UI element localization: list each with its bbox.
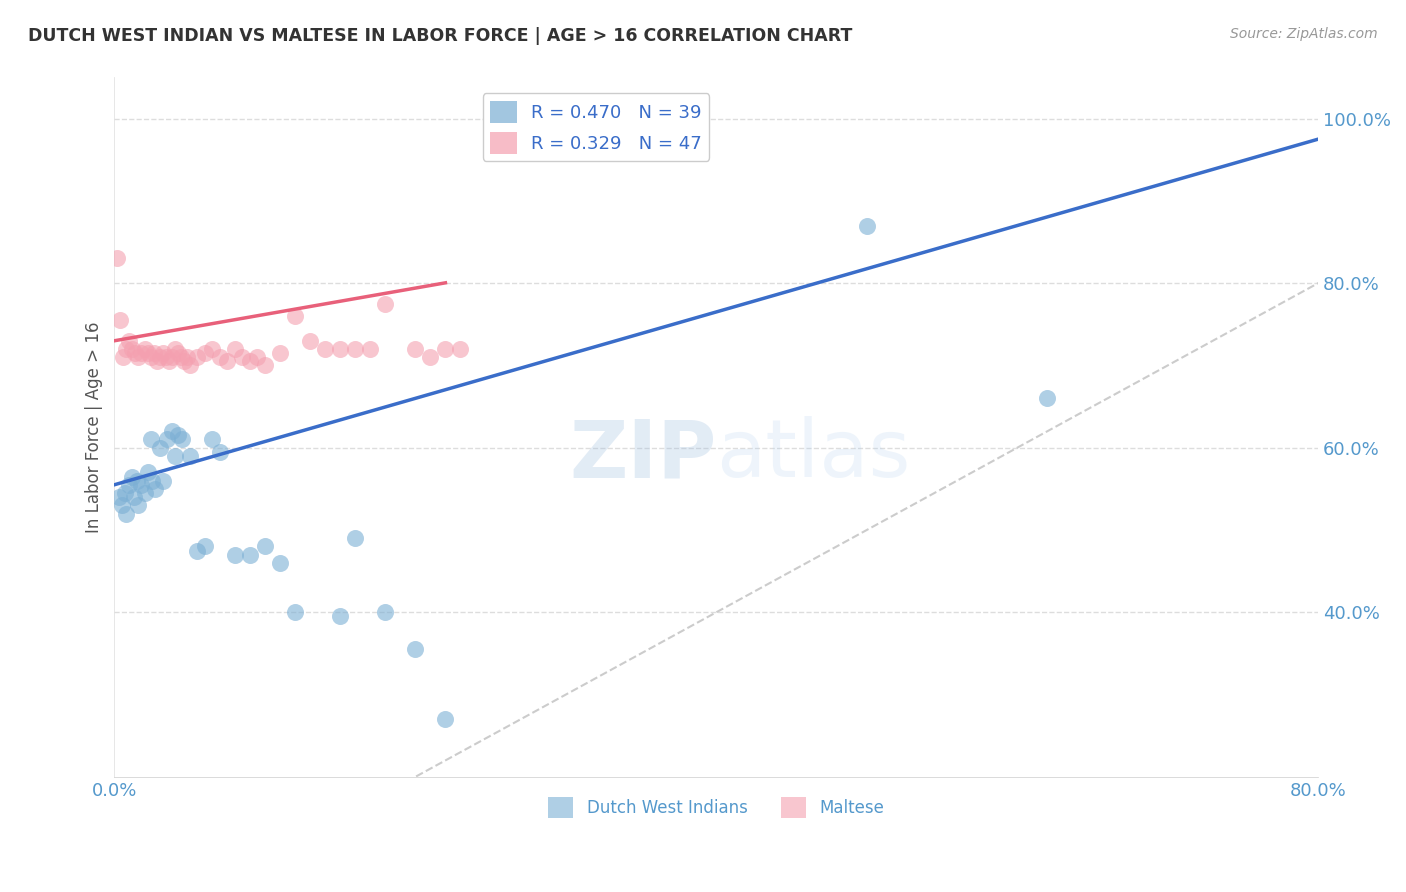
Point: [166, 428, 188, 442]
Point: [404, 342, 426, 356]
Point: [148, 441, 170, 455]
Legend: Dutch West Indians, Maltese: Dutch West Indians, Maltese: [541, 791, 891, 824]
Point: [239, 354, 262, 368]
Point: [139, 350, 162, 364]
Point: [855, 219, 877, 233]
Point: [157, 354, 180, 368]
Point: [152, 474, 174, 488]
Point: [108, 490, 131, 504]
Point: [208, 445, 231, 459]
Point: [121, 469, 143, 483]
Point: [374, 296, 396, 310]
Point: [155, 350, 177, 364]
Point: [224, 548, 246, 562]
Point: [231, 350, 253, 364]
Point: [173, 354, 195, 368]
Point: [127, 499, 149, 513]
Point: [142, 346, 165, 360]
Point: [194, 346, 217, 360]
Point: [136, 346, 159, 360]
Point: [298, 334, 321, 348]
Text: ZIP: ZIP: [569, 417, 716, 494]
Text: DUTCH WEST INDIAN VS MALTESE IN LABOR FORCE | AGE > 16 CORRELATION CHART: DUTCH WEST INDIAN VS MALTESE IN LABOR FO…: [28, 27, 852, 45]
Point: [112, 350, 135, 364]
Point: [114, 486, 136, 500]
Point: [434, 342, 457, 356]
Point: [160, 350, 183, 364]
Point: [239, 548, 262, 562]
Point: [143, 482, 166, 496]
Point: [208, 350, 231, 364]
Point: [253, 540, 276, 554]
Point: [134, 342, 156, 356]
Point: [107, 252, 129, 266]
Point: [374, 605, 396, 619]
Point: [314, 342, 336, 356]
Point: [419, 350, 441, 364]
Point: [139, 433, 162, 447]
Point: [224, 342, 246, 356]
Point: [110, 313, 132, 327]
Point: [141, 474, 163, 488]
Point: [359, 342, 381, 356]
Point: [329, 609, 352, 624]
Point: [160, 424, 183, 438]
Point: [201, 433, 224, 447]
Point: [121, 342, 143, 356]
Point: [172, 433, 194, 447]
Point: [134, 486, 156, 500]
Point: [156, 433, 179, 447]
Point: [127, 350, 149, 364]
Point: [111, 499, 134, 513]
Point: [344, 342, 367, 356]
Point: [115, 342, 138, 356]
Point: [253, 359, 276, 373]
Point: [131, 477, 153, 491]
Point: [125, 474, 148, 488]
Point: [284, 605, 307, 619]
Point: [169, 350, 191, 364]
Point: [269, 556, 291, 570]
Point: [217, 354, 239, 368]
Point: [179, 359, 201, 373]
Point: [186, 350, 208, 364]
Point: [145, 354, 167, 368]
Point: [434, 712, 457, 726]
Point: [186, 543, 208, 558]
Point: [329, 342, 352, 356]
Point: [122, 490, 145, 504]
Point: [166, 346, 188, 360]
Text: atlas: atlas: [716, 417, 911, 494]
Point: [284, 309, 307, 323]
Point: [201, 342, 224, 356]
Point: [148, 350, 170, 364]
Point: [194, 540, 217, 554]
Point: [118, 334, 141, 348]
Point: [124, 346, 146, 360]
Text: Source: ZipAtlas.com: Source: ZipAtlas.com: [1230, 27, 1378, 41]
Point: [450, 342, 472, 356]
Point: [131, 346, 153, 360]
Point: [152, 346, 174, 360]
Point: [118, 477, 141, 491]
Point: [163, 342, 186, 356]
Point: [136, 466, 159, 480]
Point: [179, 449, 201, 463]
Point: [176, 350, 198, 364]
Point: [404, 642, 426, 657]
Point: [344, 531, 367, 545]
Y-axis label: In Labor Force | Age > 16: In Labor Force | Age > 16: [86, 321, 103, 533]
Point: [246, 350, 269, 364]
Point: [115, 507, 138, 521]
Point: [269, 346, 291, 360]
Point: [1036, 392, 1059, 406]
Point: [163, 449, 186, 463]
